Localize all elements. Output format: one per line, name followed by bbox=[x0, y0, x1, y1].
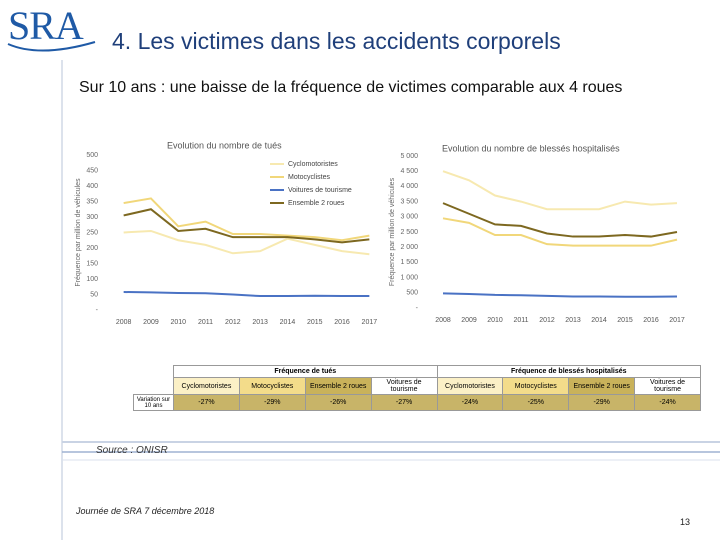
y-tick-label: 2 500 bbox=[400, 229, 418, 236]
y-tick-label: 3 500 bbox=[400, 198, 418, 205]
table-value: -27% bbox=[370, 394, 438, 411]
y-tick-label: 1 000 bbox=[400, 274, 418, 281]
y-tick-label: 4 000 bbox=[400, 183, 418, 190]
series-line bbox=[442, 292, 678, 298]
logo-swoosh bbox=[7, 41, 96, 52]
series-line bbox=[442, 170, 678, 211]
x-tick-label: 2015 bbox=[617, 317, 633, 324]
y-tick-label: 500 bbox=[406, 290, 418, 297]
x-tick-label: 2009 bbox=[461, 317, 477, 324]
slide-title: 4. Les victimes dans les accidents corpo… bbox=[112, 28, 561, 54]
column-header: Motocyclistes bbox=[238, 377, 306, 395]
group-header: Fréquence de blessés hospitalisés bbox=[436, 365, 701, 378]
summary-table: Fréquence de tués Fréquence de blessés h… bbox=[133, 365, 701, 411]
x-tick-label: 2014 bbox=[591, 317, 607, 324]
subtitle: Sur 10 ans : une baisse de la fréquence … bbox=[79, 79, 623, 96]
table-value: -27% bbox=[173, 394, 240, 411]
y-tick-label: 4 500 bbox=[400, 168, 418, 175]
source: Source : ONISR bbox=[96, 445, 168, 456]
y-tick-label: 5 000 bbox=[400, 153, 418, 160]
y-tick-label: 250 bbox=[86, 229, 98, 236]
x-tick-label: 2010 bbox=[170, 319, 186, 326]
column-header: Motocyclistes bbox=[502, 377, 570, 395]
y-tick-label: 450 bbox=[86, 167, 98, 174]
y-tick-label: 300 bbox=[86, 214, 98, 221]
y-tick-label: 200 bbox=[86, 245, 98, 252]
y-tick-label: 100 bbox=[86, 276, 98, 283]
x-tick-label: 2013 bbox=[565, 317, 581, 324]
row-label: Variation sur 10 ans bbox=[133, 394, 174, 411]
legend-label: Motocyclistes bbox=[288, 174, 331, 181]
y-tick-label: 2 000 bbox=[400, 244, 418, 251]
chart-title: Evolution du nombre de blessés hospitali… bbox=[442, 143, 620, 153]
x-tick-label: 2012 bbox=[539, 317, 555, 324]
table-value: -26% bbox=[304, 394, 372, 411]
y-tick-label: - bbox=[96, 307, 99, 314]
x-tick-label: 2014 bbox=[280, 319, 296, 326]
y-axis-label: Fréquence par million de véhicules bbox=[389, 177, 396, 286]
legend-label: Ensemble 2 roues bbox=[288, 200, 345, 207]
x-tick-label: 2010 bbox=[487, 317, 503, 324]
y-tick-label: 350 bbox=[86, 198, 98, 205]
x-tick-label: 2013 bbox=[252, 319, 268, 326]
y-tick-label: 50 bbox=[90, 291, 98, 298]
y-axis-label: Fréquence par million de véhicules bbox=[75, 178, 82, 287]
table-value: -24% bbox=[436, 394, 504, 411]
column-header: Cyclomotoristes bbox=[173, 377, 240, 395]
x-tick-label: 2009 bbox=[143, 319, 159, 326]
column-header: Cyclomotoristes bbox=[436, 377, 504, 395]
x-tick-label: 2017 bbox=[669, 317, 685, 324]
legend-label: Voitures de tourisme bbox=[288, 187, 352, 194]
column-header: Ensemble 2 roues bbox=[568, 377, 636, 395]
x-tick-label: 2012 bbox=[225, 319, 241, 326]
column-header: Ensemble 2 roues bbox=[304, 377, 372, 395]
series-line bbox=[442, 217, 678, 247]
footer: Journée de SRA 7 décembre 2018 bbox=[76, 506, 215, 516]
table-value: -24% bbox=[634, 394, 701, 411]
x-tick-label: 2011 bbox=[513, 317, 528, 324]
logo: SRA bbox=[8, 3, 84, 48]
series-line bbox=[123, 291, 370, 298]
blank bbox=[134, 366, 174, 378]
x-tick-label: 2016 bbox=[643, 317, 659, 324]
legend-label: Cyclomotoristes bbox=[288, 161, 338, 168]
x-tick-label: 2015 bbox=[307, 319, 323, 326]
table-value: -29% bbox=[238, 394, 306, 411]
y-tick-label: 3 000 bbox=[400, 214, 418, 221]
table-value: -25% bbox=[502, 394, 570, 411]
group-header: Fréquence de tués bbox=[173, 365, 438, 378]
column-header: Voitures de tourisme bbox=[370, 377, 438, 395]
x-tick-label: 2011 bbox=[198, 319, 213, 326]
y-tick-label: 1 500 bbox=[400, 259, 418, 266]
column-header: Voitures de tourisme bbox=[634, 377, 701, 395]
x-tick-label: 2016 bbox=[334, 319, 350, 326]
series-line bbox=[442, 202, 678, 238]
x-tick-label: 2008 bbox=[435, 317, 451, 324]
series-line bbox=[123, 229, 370, 256]
series-line bbox=[123, 197, 370, 242]
x-tick-label: 2017 bbox=[362, 319, 378, 326]
y-tick-label: - bbox=[416, 305, 419, 312]
y-tick-label: 400 bbox=[86, 183, 98, 190]
series-line bbox=[123, 208, 370, 244]
chart-title: Evolution du nombre de tués bbox=[167, 140, 282, 150]
y-tick-label: 500 bbox=[86, 152, 98, 159]
y-tick-label: 150 bbox=[86, 260, 98, 267]
x-tick-label: 2008 bbox=[116, 319, 132, 326]
blank bbox=[134, 378, 174, 395]
table-value: -29% bbox=[568, 394, 636, 411]
page-number: 13 bbox=[680, 517, 691, 527]
